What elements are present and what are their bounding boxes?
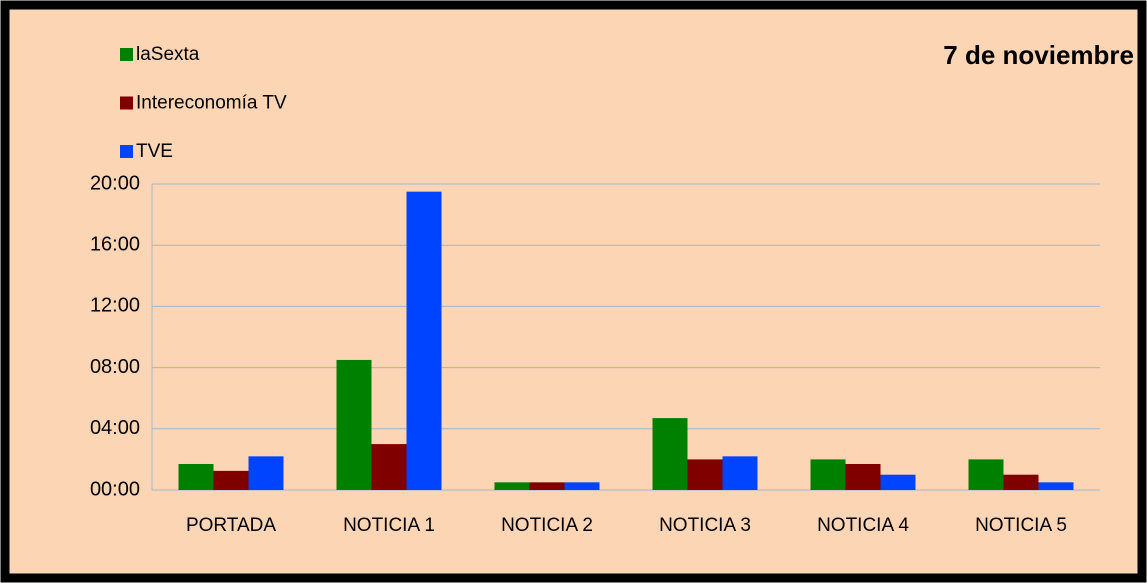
chart-title: 7 de noviembre [943, 40, 1134, 70]
bar [1003, 474, 1039, 490]
x-tick-label: NOTICIA 1 [343, 515, 435, 536]
x-tick-label: NOTICIA 4 [817, 515, 909, 536]
bar [845, 463, 881, 490]
bar [1038, 482, 1074, 490]
bar [722, 456, 758, 490]
legend-label: Intereconomía TV [136, 93, 287, 114]
x-tick-label: NOTICIA 3 [659, 515, 751, 536]
bar [336, 359, 372, 490]
bar [371, 444, 407, 490]
bar [687, 459, 723, 490]
x-tick-label: NOTICIA 5 [975, 515, 1067, 536]
y-tick-label: 04:00 [90, 417, 140, 439]
y-tick-label: 20:00 [90, 172, 140, 194]
legend-swatch [120, 96, 133, 110]
bar [529, 482, 565, 490]
y-tick-label: 16:00 [90, 233, 140, 255]
x-tick-label: PORTADA [186, 515, 276, 536]
bar [652, 418, 688, 490]
x-tick-label: NOTICIA 2 [501, 515, 593, 536]
bar [213, 470, 249, 490]
bar [880, 474, 916, 490]
legend-label: TVE [136, 141, 173, 162]
bar [564, 482, 600, 490]
bar [494, 482, 530, 490]
bar [968, 459, 1004, 490]
y-tick-label: 12:00 [90, 295, 140, 317]
y-tick-label: 00:00 [90, 478, 140, 500]
legend-label: laSexta [136, 44, 200, 65]
bar [178, 463, 214, 490]
bar [248, 456, 284, 490]
legend-swatch [120, 145, 133, 158]
bar [810, 459, 846, 490]
y-tick-label: 08:00 [90, 356, 140, 378]
bar [406, 191, 442, 490]
legend-swatch [120, 48, 133, 61]
